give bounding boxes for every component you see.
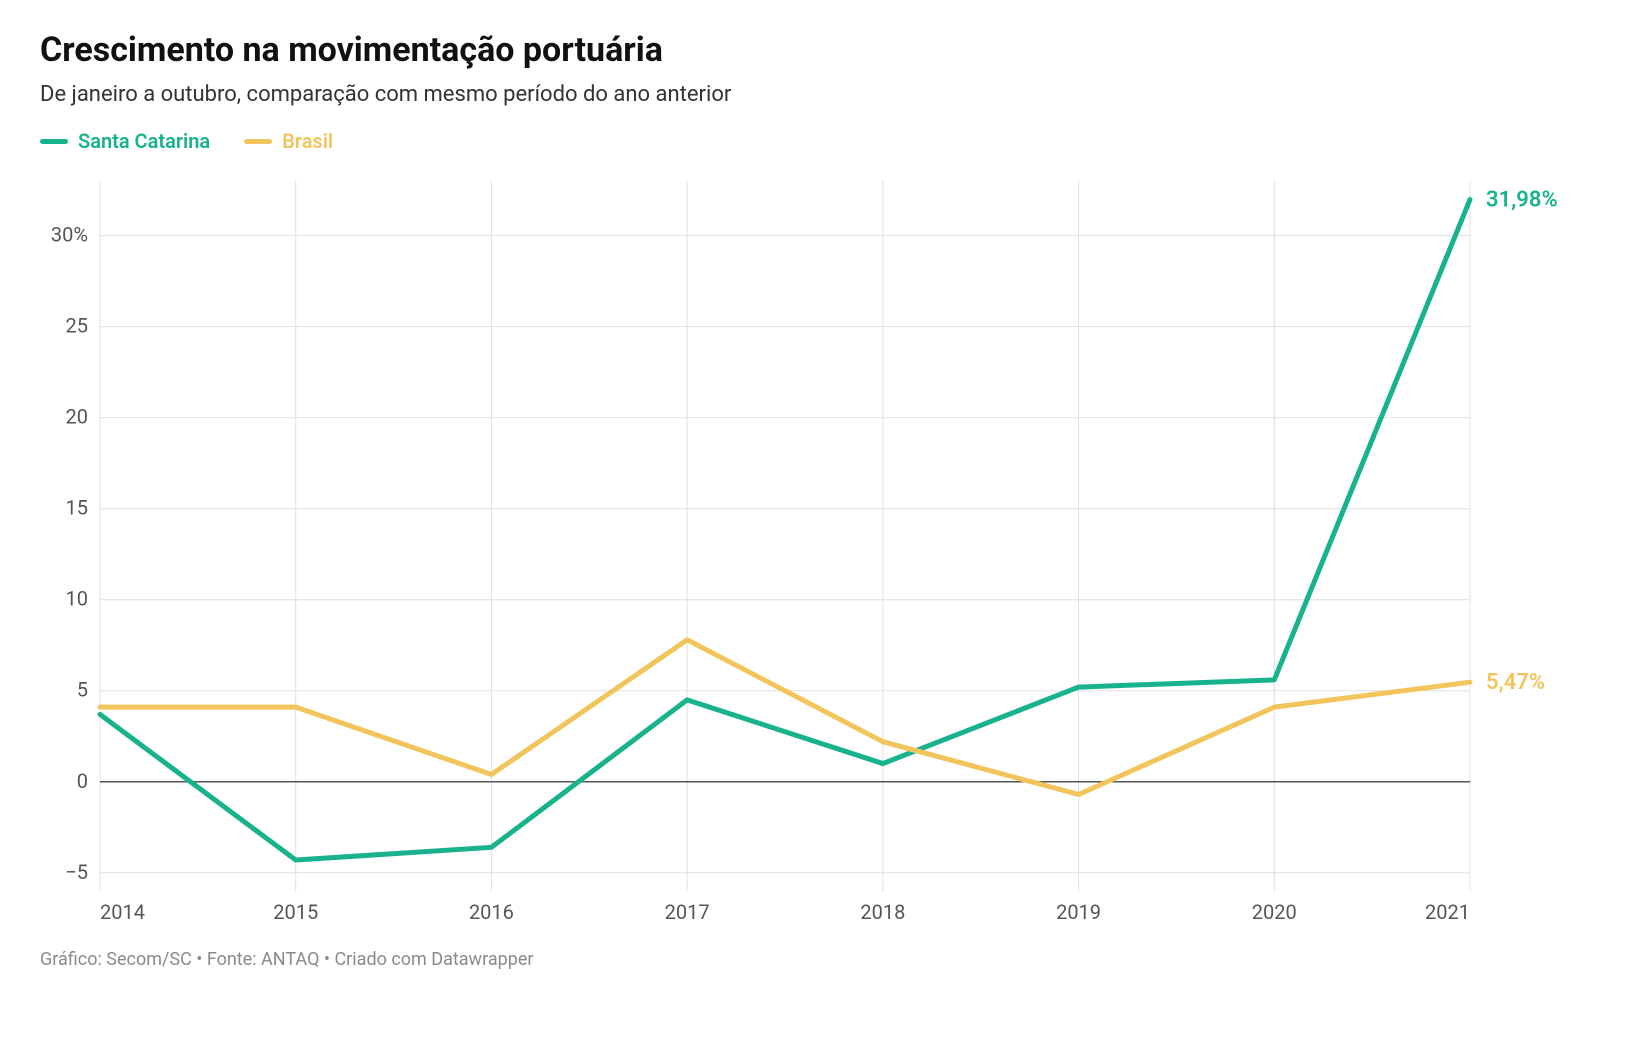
y-axis-label: 0 [77,769,88,793]
x-axis-label: 2016 [469,900,514,924]
chart-plot-area: 2014 2015 2016 2017 2018 2019 2020 2021 −5 0 5 10 15… [40,171,1600,935]
series-end-label-santa_catarina: 31,98% [1486,188,1558,213]
y-axis-label: 30% [51,223,88,247]
y-axis-label: 15 [66,496,88,520]
x-axis-label: 2020 [1252,900,1297,924]
y-axis-label: 25 [66,314,88,338]
chart-title: Crescimento na movimentação portuária [40,30,1600,70]
y-axis-label: −5 [65,860,88,884]
legend-label-santa-catarina: Santa Catarina [78,129,210,153]
legend-swatch-brasil [244,139,272,144]
chart-container: Crescimento na movimentação portuária De… [0,0,1640,1040]
x-axis-label: 2018 [860,900,905,924]
y-axis-label: 10 [66,587,88,611]
y-axis-label: 5 [77,678,88,702]
x-axis-label: 2017 [665,900,710,924]
line-chart-svg: 2014 2015 2016 2017 2018 2019 2020 2021 −5 0 5 10 15… [40,171,1600,931]
series-line-brasil [100,640,1470,795]
legend-item-santa-catarina: Santa Catarina [40,129,210,153]
y-axis-label: 20 [66,405,88,429]
x-axis-label: 2021 [1425,900,1470,924]
legend: Santa Catarina Brasil [40,129,1600,153]
legend-label-brasil: Brasil [282,129,333,153]
x-axis-label: 2014 [100,900,145,924]
chart-footer: Gráfico: Secom/SC • Fonte: ANTAQ • Criad… [40,949,1600,970]
legend-item-brasil: Brasil [244,129,333,153]
x-axis-label: 2019 [1056,900,1101,924]
chart-subtitle: De janeiro a outubro, comparação com mes… [40,82,1600,107]
legend-swatch-santa-catarina [40,139,68,144]
x-axis-label: 2015 [273,900,318,924]
series-line-santa_catarina [100,200,1470,860]
series-end-label-brasil: 5,47% [1486,670,1545,695]
